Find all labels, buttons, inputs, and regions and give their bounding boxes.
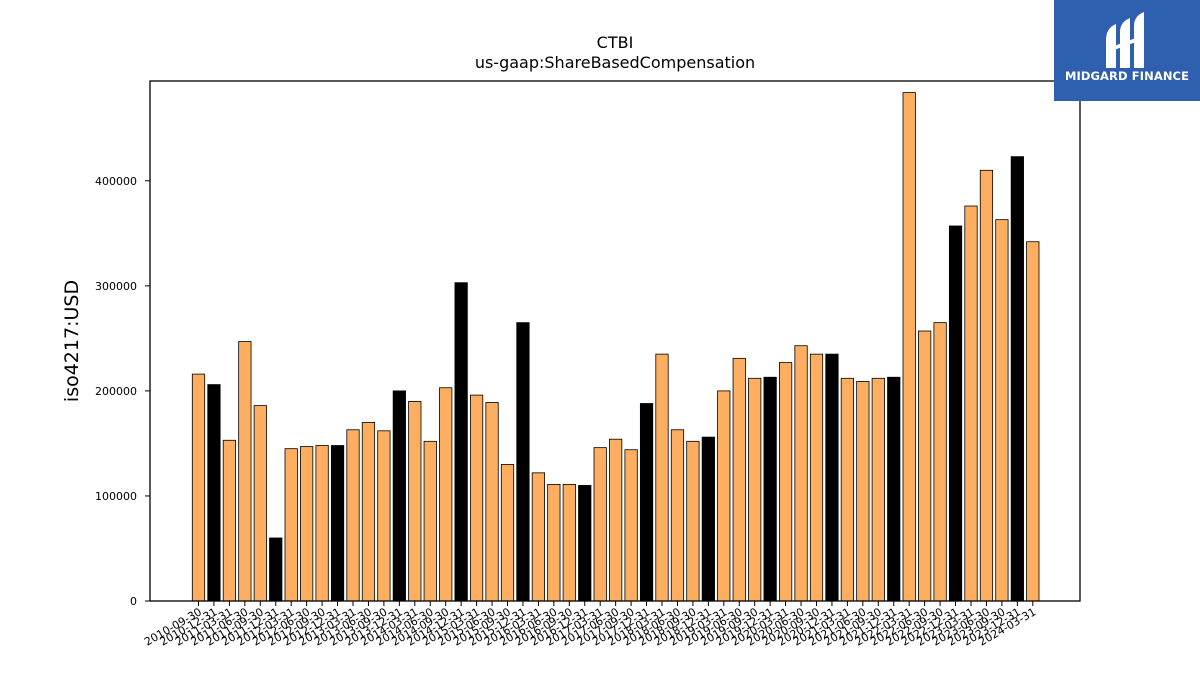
bar-2014-06-30: [423, 440, 437, 602]
bar-2016-03-31: [531, 472, 546, 602]
bar-2011-06-30: [238, 341, 252, 602]
bar-2011-03-31: [222, 439, 236, 602]
y-tick-label: 400000: [95, 175, 137, 188]
bar-2021-09-30: [871, 377, 885, 602]
y-tick-label: 200000: [95, 385, 137, 398]
bar-2013-12-31: [392, 390, 406, 602]
bar-2021-06-30: [856, 381, 870, 602]
bar-2013-09-30: [377, 430, 391, 602]
bar-2020-09-30: [809, 353, 824, 602]
bar-2019-03-31: [717, 390, 731, 602]
plot-frame: [149, 80, 1081, 602]
bar-2015-06-30: [485, 402, 499, 602]
bar-2020-06-30: [794, 345, 808, 602]
bar-2017-12-31: [639, 403, 654, 602]
y-axis-label: iso4217:USD: [61, 280, 83, 402]
bars-group: [191, 92, 1040, 602]
bar-2023-12-31: [1010, 156, 1024, 602]
bar-2012-09-30: [315, 445, 329, 602]
bar-2020-12-31: [825, 353, 839, 602]
x-axis-ticks: 2010-09-302010-12-312011-03-312011-06-30…: [142, 601, 1038, 649]
bar-2024-03-31: [1026, 241, 1040, 602]
bar-2019-12-31: [763, 376, 777, 602]
bar-2022-06-30: [918, 330, 932, 602]
bar-2013-06-30: [361, 422, 376, 602]
bar-2021-12-31: [887, 376, 901, 602]
bar-2023-03-31: [964, 205, 978, 602]
midgard-logo-icon: [1106, 12, 1144, 68]
bar-2020-03-31: [779, 362, 793, 602]
bar-2016-12-31: [578, 485, 592, 602]
bar-2014-12-31: [454, 282, 468, 602]
bar-2019-06-30: [732, 357, 746, 602]
y-axis-ticks: 0 100000 200000 300000 400000: [95, 175, 150, 608]
y-tick-label: 0: [130, 595, 137, 608]
bar-2010-12-31: [207, 384, 221, 602]
chart-subtitle: us-gaap:ShareBasedCompensation: [475, 53, 755, 72]
bar-2018-06-30: [670, 429, 685, 602]
bar-2015-09-30: [500, 464, 515, 602]
bar-2016-06-30: [547, 483, 561, 602]
y-tick-label: 300000: [95, 280, 137, 293]
logo-text: MIDGARD FINANCE: [1064, 69, 1190, 83]
chart-title: CTBI: [597, 33, 634, 52]
bar-2010-09-30: [191, 373, 206, 602]
bar-2022-03-31: [902, 92, 916, 602]
bar-2022-09-30: [933, 322, 947, 602]
bar-2021-03-31: [840, 377, 855, 602]
midgard-finance-logo: MIDGARD FINANCE: [1054, 0, 1200, 101]
bar-2018-09-30: [686, 440, 700, 602]
bar-2012-06-30: [300, 446, 314, 602]
bar-2017-06-30: [609, 438, 623, 602]
bar-2023-09-30: [995, 219, 1009, 602]
bar-2019-09-30: [748, 377, 762, 602]
bar-2015-03-31: [469, 394, 484, 602]
bar-2023-06-30: [979, 169, 994, 602]
bar-2011-09-30: [253, 405, 267, 602]
bar-2013-03-31: [346, 429, 360, 602]
bar-2014-09-30: [439, 387, 453, 602]
bar-2014-03-31: [408, 400, 422, 602]
bar-2015-12-31: [516, 322, 530, 602]
bar-2016-09-30: [562, 483, 576, 602]
bar-2017-03-31: [593, 447, 607, 602]
bar-2022-12-31: [948, 225, 963, 602]
bar-2018-12-31: [701, 436, 715, 602]
bar-2017-09-30: [624, 449, 638, 602]
bar-2012-03-31: [284, 448, 298, 602]
y-tick-label: 100000: [95, 490, 137, 503]
bar-2011-12-31: [269, 537, 283, 602]
bar-2012-12-31: [330, 445, 345, 602]
bar-2018-03-31: [655, 353, 669, 602]
